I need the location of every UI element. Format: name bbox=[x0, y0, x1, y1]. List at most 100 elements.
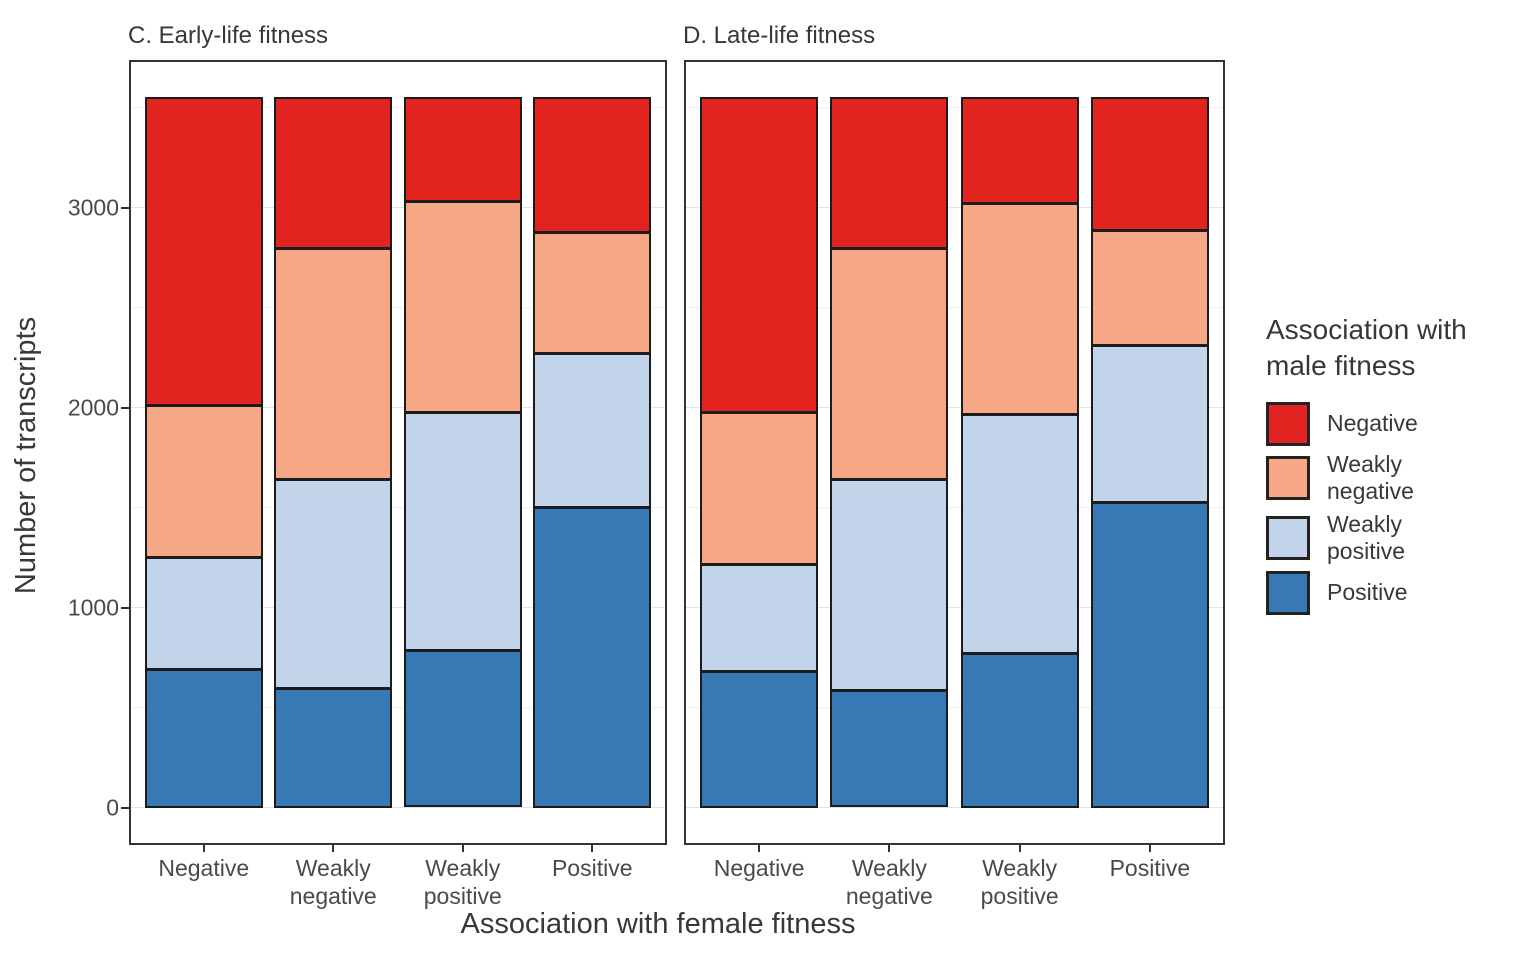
gridline-major-3000 bbox=[131, 206, 665, 208]
bar-segment-negative bbox=[700, 96, 819, 413]
bar-segment-negative bbox=[830, 96, 949, 249]
bar-segment-negative bbox=[960, 96, 1079, 204]
y-tick-label-1000: 1000 bbox=[67, 594, 119, 620]
bar-segment-negative bbox=[1090, 96, 1209, 232]
y-tick-mark bbox=[121, 406, 129, 409]
gridline-minor-500 bbox=[686, 706, 1223, 708]
gridline-major-2000 bbox=[131, 406, 665, 408]
y-tick-label-2000: 2000 bbox=[67, 394, 119, 420]
x-tick-mark bbox=[202, 845, 205, 852]
bar-segment-weakly-negative bbox=[960, 202, 1079, 415]
stacked-bar-weakly-negative bbox=[830, 96, 949, 808]
x-tick-label-positive: Positive bbox=[1109, 855, 1191, 881]
bar-segment-positive bbox=[533, 507, 652, 808]
y-tick-label-0: 0 bbox=[106, 794, 119, 820]
legend-key-swatch bbox=[1266, 456, 1310, 501]
y-tick-mark bbox=[121, 806, 129, 809]
legend-item-negative: Negative bbox=[1266, 401, 1526, 446]
bar-segment-weakly-positive bbox=[144, 557, 263, 670]
bar-segment-positive bbox=[403, 650, 522, 808]
x-axis-title: Association with female fitness bbox=[460, 908, 856, 940]
bar-segment-weakly-positive bbox=[1090, 344, 1209, 504]
x-tick-mark bbox=[332, 845, 335, 852]
legend-title-line1: Association with bbox=[1266, 314, 1467, 345]
gridline-minor-1500 bbox=[686, 506, 1223, 508]
bar-segment-weakly-positive bbox=[403, 411, 522, 652]
x-tick-mark bbox=[461, 845, 464, 852]
stacked-bar-positive bbox=[533, 96, 652, 808]
gridline-major-2000 bbox=[686, 406, 1223, 408]
bar-segment-weakly-positive bbox=[830, 479, 949, 691]
legend-title-line2: male fitness bbox=[1266, 349, 1416, 381]
y-axis-title: Number of transcripts bbox=[10, 316, 42, 595]
gridline-minor-3500 bbox=[686, 106, 1223, 108]
bar-segment-positive bbox=[274, 687, 393, 808]
legend-key-swatch bbox=[1266, 571, 1310, 616]
plot-panel-early-life bbox=[129, 60, 667, 845]
bar-segment-negative bbox=[403, 96, 522, 202]
facet-title-early-life: C. Early-life fitness bbox=[128, 22, 329, 49]
y-tick-mark bbox=[121, 206, 129, 209]
legend-items: Negative Weakly negative Weakly positive Po… bbox=[1266, 401, 1526, 616]
bar-segment-positive bbox=[144, 669, 263, 808]
gridline-minor-2500 bbox=[131, 306, 665, 308]
x-tick-label-weakly-negative: Weakly negative bbox=[845, 855, 933, 910]
stacked-bar-negative bbox=[700, 96, 819, 808]
gridline-major-0 bbox=[686, 806, 1223, 808]
legend-item-weakly-negative: Weakly negative bbox=[1266, 451, 1526, 506]
x-tick-mark bbox=[1148, 845, 1151, 852]
bar-segment-weakly-negative bbox=[1090, 230, 1209, 346]
y-tick-label-3000: 3000 bbox=[67, 194, 119, 220]
facet-title-late-life: D. Late-life fitness bbox=[683, 22, 876, 49]
bar-segment-weakly-negative bbox=[700, 411, 819, 565]
x-tick-mark bbox=[591, 845, 594, 852]
x-tick-label-negative: Negative bbox=[158, 855, 250, 881]
x-tick-label-weakly-positive: Weakly positive bbox=[980, 855, 1059, 910]
x-tick-mark bbox=[1018, 845, 1021, 852]
legend-key-swatch bbox=[1266, 401, 1310, 446]
x-tick-label-weakly-negative: Weakly negative bbox=[289, 855, 377, 910]
gridline-minor-1500 bbox=[131, 506, 665, 508]
x-tick-mark bbox=[758, 845, 761, 852]
bar-segment-weakly-positive bbox=[700, 563, 819, 672]
x-tick-label-positive: Positive bbox=[551, 855, 633, 881]
bar-segment-negative bbox=[144, 96, 263, 406]
gridline-major-3000 bbox=[686, 206, 1223, 208]
x-tick-label-negative: Negative bbox=[713, 855, 805, 881]
bar-segment-weakly-negative bbox=[533, 232, 652, 354]
legend-label: Weakly positive bbox=[1327, 510, 1405, 565]
bar-segment-weakly-negative bbox=[274, 247, 393, 480]
bar-segment-positive bbox=[700, 670, 819, 808]
bar-segment-weakly-negative bbox=[830, 247, 949, 481]
bar-segment-positive bbox=[960, 653, 1079, 808]
stacked-bar-weakly-positive bbox=[403, 96, 522, 808]
bar-segment-negative bbox=[533, 96, 652, 234]
bar-segment-weakly-negative bbox=[403, 200, 522, 413]
stacked-bar-weakly-negative bbox=[274, 96, 393, 808]
gridline-major-1000 bbox=[686, 606, 1223, 608]
bar-segment-weakly-positive bbox=[274, 478, 393, 689]
legend-title: Association with male fitness bbox=[1266, 312, 1526, 384]
y-tick-mark bbox=[121, 606, 129, 609]
bar-segment-weakly-positive bbox=[533, 352, 652, 509]
x-tick-label-weakly-positive: Weakly positive bbox=[423, 855, 502, 910]
bar-segment-negative bbox=[274, 96, 393, 249]
stacked-bar-negative bbox=[144, 96, 263, 808]
gridline-major-1000 bbox=[131, 606, 665, 608]
legend-key-swatch bbox=[1266, 516, 1310, 561]
bar-segment-weakly-negative bbox=[144, 404, 263, 559]
bar-segment-weakly-positive bbox=[960, 413, 1079, 655]
stacked-bar-weakly-positive bbox=[960, 96, 1079, 808]
legend-label: Positive bbox=[1327, 579, 1408, 606]
legend-label: Weakly negative bbox=[1327, 450, 1414, 505]
gridline-minor-3500 bbox=[131, 106, 665, 108]
x-tick-mark bbox=[888, 845, 891, 852]
legend-item-positive: Positive bbox=[1266, 571, 1526, 616]
legend-item-weakly-positive: Weakly positive bbox=[1266, 511, 1526, 566]
gridline-minor-2500 bbox=[686, 306, 1223, 308]
gridline-major-0 bbox=[131, 806, 665, 808]
legend: Association with male fitness Negative We… bbox=[1266, 312, 1526, 616]
legend-label: Negative bbox=[1327, 409, 1418, 436]
bar-segment-positive bbox=[1090, 502, 1209, 808]
bar-segment-positive bbox=[830, 689, 949, 808]
